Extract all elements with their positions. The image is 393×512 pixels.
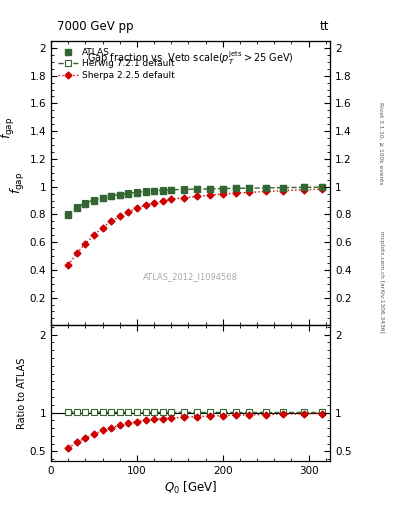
Text: Rivet 3.1.10, ≥ 100k events: Rivet 3.1.10, ≥ 100k events <box>379 102 384 185</box>
Y-axis label: Ratio to ATLAS: Ratio to ATLAS <box>17 357 27 429</box>
Text: Gap fraction vs  Veto scale($p_T^{\rm jets}>$25 GeV): Gap fraction vs Veto scale($p_T^{\rm jet… <box>87 50 294 67</box>
Text: ATLAS_2012_I1094568: ATLAS_2012_I1094568 <box>143 272 238 282</box>
Text: tt: tt <box>320 20 329 33</box>
Text: mcplots.cern.ch [arXiv:1306.3436]: mcplots.cern.ch [arXiv:1306.3436] <box>379 231 384 332</box>
Text: 7000 GeV pp: 7000 GeV pp <box>57 20 134 33</box>
Legend: ATLAS, Herwig 7.2.1 default, Sherpa 2.2.5 default: ATLAS, Herwig 7.2.1 default, Sherpa 2.2.… <box>55 46 177 82</box>
X-axis label: $Q_0$ [GeV]: $Q_0$ [GeV] <box>164 480 217 496</box>
Y-axis label: $f_{\rm gap}$: $f_{\rm gap}$ <box>9 172 27 195</box>
Text: $f_{\rm gap}$: $f_{\rm gap}$ <box>0 117 17 139</box>
